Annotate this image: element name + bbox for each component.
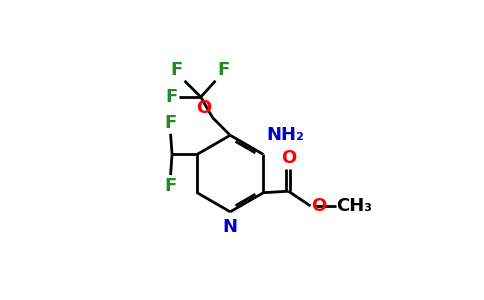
Text: F: F bbox=[165, 177, 177, 195]
Text: F: F bbox=[165, 114, 177, 132]
Text: O: O bbox=[281, 149, 296, 167]
Text: NH₂: NH₂ bbox=[266, 126, 304, 144]
Text: O: O bbox=[196, 99, 211, 117]
Text: F: F bbox=[165, 88, 177, 106]
Text: O: O bbox=[311, 197, 327, 215]
Text: F: F bbox=[217, 61, 229, 79]
Text: F: F bbox=[171, 61, 183, 79]
Text: N: N bbox=[223, 218, 238, 236]
Text: CH₃: CH₃ bbox=[336, 197, 372, 215]
